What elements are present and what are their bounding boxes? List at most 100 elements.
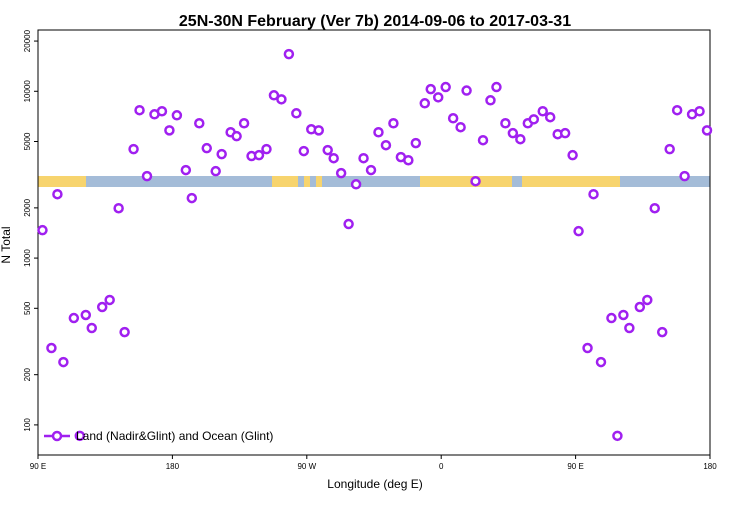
data-point [612, 430, 623, 442]
data-point [432, 92, 444, 103]
data-point [679, 170, 690, 182]
land-band [522, 176, 620, 187]
data-point [485, 95, 496, 106]
data-point [113, 202, 124, 214]
y-tick-label: 10000 [23, 80, 32, 103]
legend-marker [51, 430, 63, 442]
data-point [656, 326, 668, 338]
y-tick-label: 1000 [23, 249, 32, 267]
data-point [507, 127, 519, 139]
data-point [671, 104, 683, 116]
data-point [210, 165, 221, 177]
data-point [164, 125, 175, 136]
x-tick-label: 90 E [30, 462, 46, 471]
data-point [642, 294, 653, 306]
data-point [694, 106, 705, 117]
data-point [276, 94, 287, 105]
plot-frame [37, 29, 711, 456]
data-point [86, 322, 98, 334]
data-point [261, 143, 272, 155]
data-point [567, 149, 578, 161]
land-band [38, 176, 86, 187]
data-point [447, 113, 459, 124]
land-band [272, 176, 298, 187]
data-point [74, 430, 86, 442]
data-point [80, 309, 92, 321]
y-tick-label: 2000 [23, 198, 32, 216]
legend-label: Land (Nadir&Glint) and Ocean (Glint) [76, 429, 273, 443]
data-point [350, 179, 362, 190]
data-point [440, 81, 451, 93]
x-tick-label: 90 E [567, 462, 583, 471]
data-point [156, 106, 168, 117]
y-tick-label: 200 [23, 367, 32, 381]
ocean-band [38, 176, 710, 187]
data-point [410, 137, 422, 149]
data-point [701, 125, 713, 136]
data-point [37, 224, 48, 236]
y-tick-label: 500 [23, 301, 32, 315]
data-point [544, 111, 556, 123]
data-point [291, 108, 302, 119]
data-point [515, 133, 526, 145]
data-point [470, 175, 481, 187]
data-point [425, 83, 436, 95]
data-point [373, 127, 384, 138]
data-point [186, 192, 198, 204]
data-point [231, 130, 242, 142]
data-point [537, 106, 548, 117]
data-point [313, 125, 324, 136]
x-tick-label: 180 [703, 462, 717, 471]
data-point [528, 114, 540, 125]
land-ocean-strip [38, 176, 710, 187]
data-point [595, 356, 607, 368]
land-band [420, 176, 512, 187]
data-point [322, 144, 333, 156]
y-tick-label: 100 [23, 418, 32, 432]
data-point [96, 301, 108, 313]
land-band [316, 176, 322, 187]
data-point [559, 127, 571, 139]
chart-title: 25N-30N February (Ver 7b) 2014-09-06 to … [179, 13, 571, 30]
data-point [624, 322, 635, 334]
data-point [343, 218, 354, 230]
data-point [201, 142, 212, 154]
data-point [216, 148, 227, 160]
data-point [104, 294, 115, 306]
data-point [365, 164, 377, 176]
y-tick-label: 20000 [23, 29, 32, 52]
y-tick-label: 5000 [23, 132, 32, 150]
data-point [180, 164, 192, 176]
data-point [194, 118, 205, 129]
data-point [388, 118, 399, 129]
data-point [52, 188, 63, 200]
data-point [171, 110, 183, 121]
data-point [403, 154, 414, 166]
data-point [238, 118, 250, 129]
data-point [634, 301, 646, 313]
data-point [380, 139, 392, 151]
data-point [141, 170, 153, 182]
data-point [134, 104, 145, 116]
x-tick-label: 90 W [297, 462, 316, 471]
data-point [455, 121, 466, 133]
data-point [68, 312, 80, 324]
data-point [582, 342, 593, 354]
data-point [328, 152, 339, 164]
y-axis-label: N Total [0, 226, 13, 263]
data-point [588, 188, 599, 200]
x-tick-label: 0 [439, 462, 444, 471]
data-point [461, 85, 472, 96]
data-point [419, 98, 431, 109]
data-point [573, 225, 584, 237]
data-point [335, 167, 347, 179]
data-point [119, 326, 130, 338]
data-point [664, 143, 675, 155]
data-point [649, 202, 660, 214]
data-point [46, 342, 57, 354]
x-tick-label: 180 [166, 462, 180, 471]
data-point [283, 48, 295, 60]
data-point [253, 149, 265, 161]
